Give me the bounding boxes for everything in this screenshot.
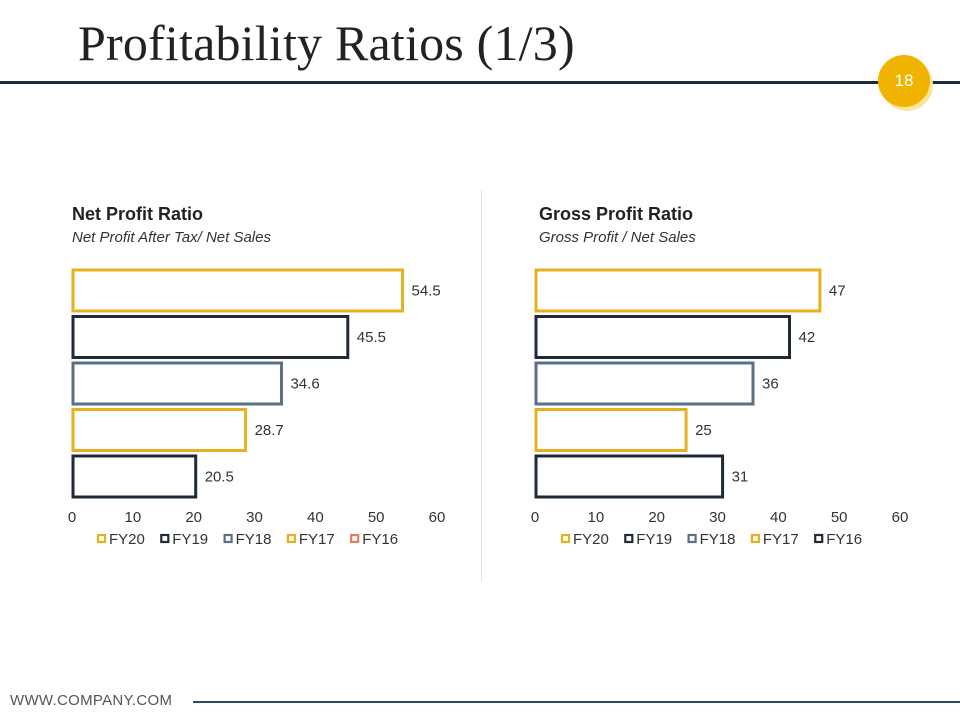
net-profit-legend-label-fy17: FY17	[299, 531, 335, 548]
net-profit-legend-swatch-fy20	[96, 533, 107, 544]
gross-profit-x-tick-label: 40	[770, 509, 787, 526]
net-profit-ratio-chart: Net Profit Ratio Net Profit After Tax/ Ne…	[68, 204, 446, 548]
gross-profit-legend-label-fy20: FY20	[573, 531, 609, 548]
chart-divider	[481, 190, 482, 582]
net-profit-legend-swatch-fy18	[223, 533, 233, 544]
gross-profit-data-label-fy19: 42	[799, 329, 816, 346]
gross-profit-legend-swatch-fy18	[687, 533, 697, 544]
net-profit-data-label-fy18: 34.6	[290, 376, 319, 393]
net-profit-legend-swatch-fy19	[160, 533, 170, 544]
gross-profit-x-tick-label: 0	[531, 509, 539, 526]
gross-profit-data-label-fy18: 36	[762, 376, 779, 393]
net-profit-x-tick-label: 20	[185, 509, 202, 526]
net-profit-bar-fy16	[71, 454, 198, 499]
net-profit-chart-subtitle: Net Profit After Tax/ Net Sales	[72, 229, 271, 246]
gross-profit-legend-swatch-fy16	[814, 533, 824, 544]
gross-profit-bar-fy16	[534, 454, 725, 499]
gross-profit-chart-title: Gross Profit Ratio	[539, 204, 693, 224]
gross-profit-chart-subtitle: Gross Profit / Net Sales	[539, 229, 696, 246]
gross-profit-data-label-fy20: 47	[829, 283, 846, 300]
gross-profit-x-tick-label: 60	[892, 509, 909, 526]
net-profit-legend-label-fy20: FY20	[109, 531, 145, 548]
gross-profit-bar-fy19	[534, 315, 791, 359]
gross-profit-x-tick-label: 50	[831, 509, 848, 526]
footer-rule	[193, 701, 960, 703]
net-profit-chart-title: Net Profit Ratio	[72, 204, 203, 224]
gross-profit-legend-label-fy16: FY16	[826, 531, 862, 548]
net-profit-data-label-fy19: 45.5	[357, 329, 386, 346]
page-title: Profitability Ratios (1/3)	[78, 15, 575, 71]
net-profit-data-label-fy17: 28.7	[255, 422, 284, 439]
gross-profit-ratio-chart: Gross Profit Ratio Gross Profit / Net Sal…	[531, 204, 909, 548]
gross-profit-legend-swatch-fy20	[560, 533, 571, 544]
net-profit-legend-swatch-fy16	[350, 533, 360, 544]
gross-profit-x-tick-label: 10	[587, 509, 604, 526]
net-profit-legend-label-fy18: FY18	[236, 531, 272, 548]
net-profit-legend-label-fy19: FY19	[172, 531, 208, 548]
footer-website: WWW.COMPANY.COM	[10, 692, 173, 709]
gross-profit-legend-swatch-fy17	[750, 533, 761, 544]
gross-profit-data-label-fy17: 25	[695, 422, 712, 439]
gross-profit-legend-label-fy19: FY19	[636, 531, 672, 548]
net-profit-bar-fy17	[71, 408, 248, 452]
gross-profit-legend-label-fy18: FY18	[700, 531, 736, 548]
net-profit-x-tick-label: 30	[246, 509, 263, 526]
gross-profit-bar-fy17	[534, 408, 688, 452]
net-profit-x-tick-label: 50	[368, 509, 385, 526]
net-profit-data-label-fy16: 20.5	[205, 469, 234, 486]
gross-profit-data-label-fy16: 31	[732, 469, 749, 486]
net-profit-data-label-fy20: 54.5	[412, 283, 441, 300]
net-profit-legend-label-fy16: FY16	[362, 531, 398, 548]
net-profit-bar-fy19	[71, 315, 350, 359]
gross-profit-x-tick-label: 20	[648, 509, 665, 526]
net-profit-x-tick-label: 0	[68, 509, 76, 526]
gross-profit-bar-fy18	[534, 361, 755, 406]
net-profit-x-tick-label: 40	[307, 509, 324, 526]
title-underline	[0, 81, 960, 84]
net-profit-bar-fy18	[71, 361, 283, 406]
gross-profit-bar-fy20	[534, 268, 822, 313]
net-profit-x-tick-label: 10	[124, 509, 141, 526]
page-number-badge: 18	[878, 55, 930, 107]
net-profit-x-tick-label: 60	[429, 509, 446, 526]
gross-profit-x-tick-label: 30	[709, 509, 726, 526]
net-profit-bar-fy20	[71, 268, 405, 313]
gross-profit-legend-swatch-fy19	[624, 533, 634, 544]
gross-profit-legend-label-fy17: FY17	[763, 531, 799, 548]
net-profit-legend-swatch-fy17	[286, 533, 296, 544]
